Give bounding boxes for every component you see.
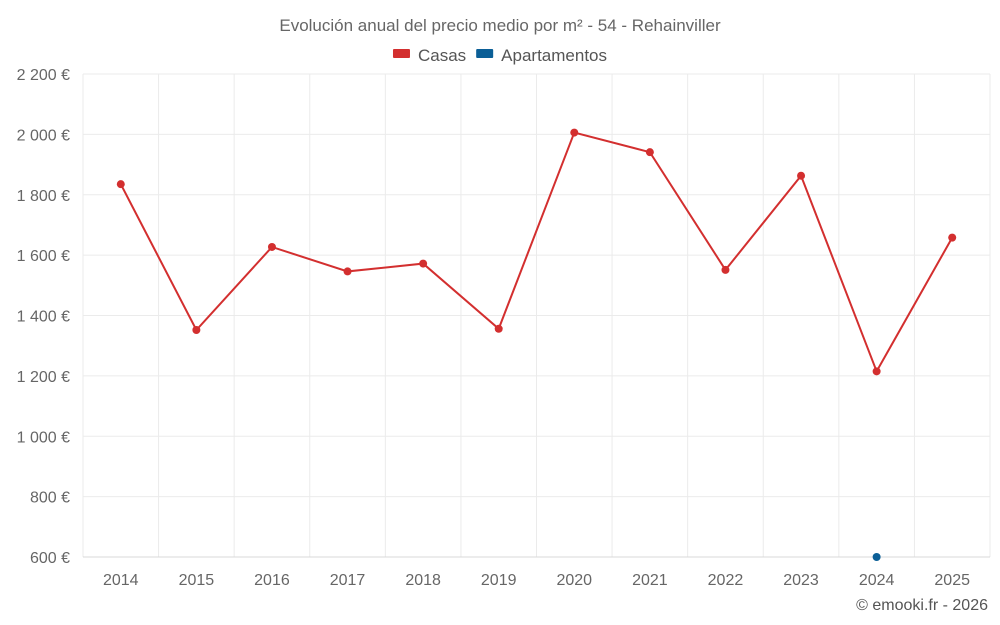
data-point-casas-2019[interactable] (494, 324, 503, 333)
legend-label: Apartamentos (501, 46, 607, 65)
legend-label: Casas (418, 46, 466, 65)
data-point-casas-2020[interactable] (570, 128, 579, 137)
x-tick-label: 2023 (783, 572, 819, 589)
data-point-casas-2024[interactable] (872, 367, 881, 376)
y-tick-label: 2 200 € (17, 67, 70, 84)
x-tick-label: 2014 (103, 572, 139, 589)
data-point-casas-2021[interactable] (645, 148, 654, 157)
y-tick-label: 800 € (30, 490, 70, 507)
x-tick-label: 2019 (481, 572, 517, 589)
x-tick-label: 2024 (859, 572, 895, 589)
legend-item-casas[interactable]: Casas (392, 46, 466, 65)
data-point-casas-2025[interactable] (948, 233, 957, 242)
legend-swatch (392, 49, 410, 58)
y-tick-label: 600 € (30, 550, 70, 567)
chart-title: Evolución anual del precio medio por m² … (279, 16, 721, 35)
y-tick-label: 2 000 € (17, 127, 70, 144)
x-axis: 2014 2015 2016 2017 2018 2019 2020 2021 2022 2023… (103, 572, 970, 589)
series-layer (116, 128, 957, 561)
data-point-casas-2016[interactable] (267, 242, 276, 251)
grid (82, 73, 991, 558)
series-apartamentos (872, 553, 881, 561)
legend: Casas Apartamentos (392, 46, 607, 65)
data-point-casas-2023[interactable] (797, 171, 806, 180)
credit: © emooki.fr - 2026 (856, 597, 988, 614)
data-point-casas-2014[interactable] (116, 180, 125, 189)
y-tick-label: 1 000 € (17, 429, 70, 446)
legend-swatch (476, 49, 494, 58)
y-tick-label: 1 600 € (17, 248, 70, 265)
x-tick-label: 2018 (405, 572, 441, 589)
data-point-casas-2015[interactable] (192, 325, 201, 334)
data-point-casas-2018[interactable] (419, 259, 428, 268)
x-tick-label: 2022 (708, 572, 744, 589)
x-tick-label: 2017 (330, 572, 366, 589)
y-tick-label: 1 800 € (17, 188, 70, 205)
x-tick-label: 2015 (179, 572, 215, 589)
series-line-casas (119, 131, 954, 374)
y-tick-label: 1 200 € (17, 369, 70, 386)
data-point-apartamentos-2024[interactable] (872, 553, 881, 561)
series-casas (116, 128, 957, 376)
y-axis: 600 € 800 € 1 000 € 1 200 € 1 400 € 1 600 € 1 … (17, 67, 70, 567)
x-tick-label: 2020 (556, 572, 592, 589)
data-point-casas-2017[interactable] (343, 267, 352, 276)
x-tick-label: 2021 (632, 572, 668, 589)
data-point-casas-2022[interactable] (721, 265, 730, 274)
x-tick-label: 2025 (934, 572, 970, 589)
x-tick-label: 2016 (254, 572, 290, 589)
y-tick-label: 1 400 € (17, 309, 70, 326)
legend-item-apartamentos[interactable]: Apartamentos (476, 46, 607, 65)
